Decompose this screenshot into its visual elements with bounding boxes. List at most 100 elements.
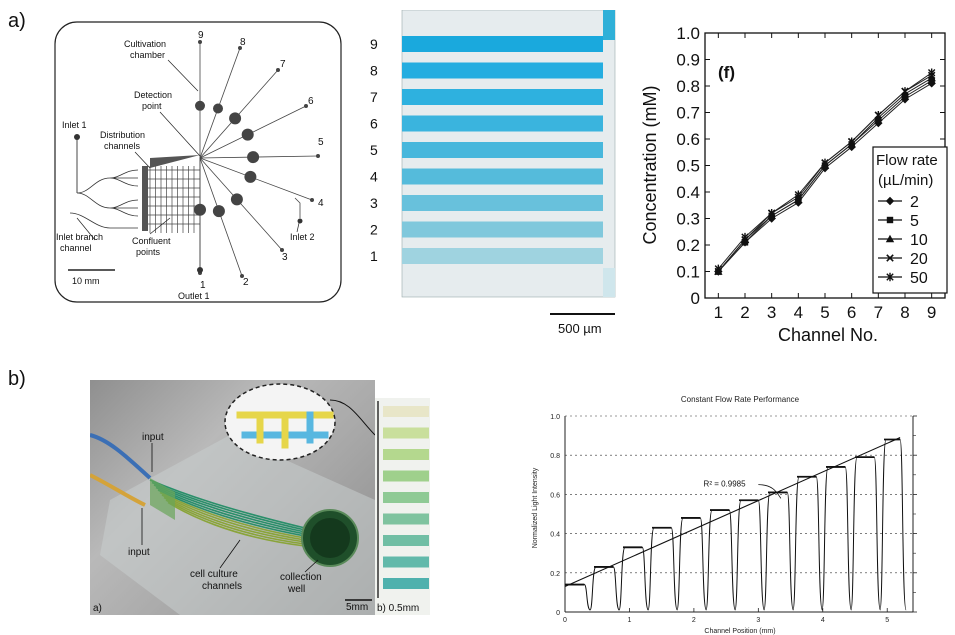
strip-band (383, 492, 429, 503)
label-confluent-1: Confluent (132, 236, 171, 246)
data-point (874, 110, 883, 120)
y-axis-label-2: Normalized Light Intensity (532, 467, 539, 548)
channel-number: 5 (370, 142, 378, 158)
x-tick-label: 1 (714, 303, 723, 322)
input-tube-blue (90, 433, 152, 480)
y-tick-label: 0.2 (550, 571, 560, 578)
data-point (714, 264, 723, 274)
outlet-1-port (197, 267, 203, 273)
label-cell-culture-1: cell culture (190, 569, 238, 580)
x-tick-label: 2 (692, 617, 696, 624)
label-outlet-1: Outlet 1 (178, 291, 210, 301)
channel-number: 2 (370, 222, 378, 238)
x-tick-label: 3 (756, 617, 760, 624)
label-sub-a: a) (93, 603, 102, 614)
channel-number: 9 (370, 36, 378, 52)
micro-channel (402, 36, 603, 52)
legend-entry: 5 (910, 213, 919, 230)
radial-channel (199, 47, 241, 159)
data-point (847, 137, 856, 146)
micro-channel (402, 115, 603, 132)
cultivation-chamber (213, 103, 223, 114)
y-tick-label: 0.6 (676, 130, 700, 149)
channel-micrograph: 9 8 7 6 5 4 3 2 1 500 µm (370, 9, 620, 340)
x-tick-label: 4 (794, 303, 803, 322)
y-tick-label: 0 (691, 289, 700, 308)
label-inlet-branch-1: Inlet branch (56, 232, 103, 242)
y-tick-label: 0.7 (676, 104, 700, 123)
micro-channel (402, 195, 603, 211)
data-point (886, 216, 894, 224)
strip-band (383, 427, 429, 439)
y-tick-label: 1.0 (676, 24, 700, 43)
strip-band (383, 449, 429, 460)
micro-channel (402, 89, 603, 105)
x-tick-label: 9 (927, 303, 936, 322)
data-point (901, 87, 909, 96)
channel-number: 8 (370, 63, 378, 79)
cultivation-chamber (195, 100, 205, 111)
strip-band (383, 406, 429, 417)
concentration-plot: (f) Concentration (mM) Channel No. 0 0.1 0… (640, 24, 948, 345)
x-tick-label: 8 (900, 303, 909, 322)
y-tick-label: 0.8 (550, 453, 560, 460)
inlet-branch-tree (76, 169, 139, 217)
chamber-port (276, 68, 280, 72)
y-tick-label: 1.0 (550, 414, 560, 421)
label-collection-1: collection (280, 572, 322, 583)
channel-number: 7 (370, 89, 378, 105)
label-distribution-2: channels (104, 141, 141, 151)
chamber-port (316, 154, 320, 158)
label-sub-b: b) 0.5mm (377, 603, 419, 614)
channel-number: 3 (370, 195, 378, 211)
x-tick-label: 6 (847, 303, 856, 322)
flow-rate-plot: Constant Flow Rate Performance Normalize… (532, 395, 917, 635)
inlet-2-port (297, 218, 303, 224)
cultivation-chamber (212, 205, 225, 218)
y-tick-label: 0.2 (676, 236, 700, 255)
strip-band (383, 535, 429, 546)
y-tick-label: 0.3 (676, 210, 700, 229)
r-squared-annotation: R² = 0.9985 (704, 480, 747, 489)
radial-channel (199, 157, 283, 251)
chamber-number: 1 (200, 280, 206, 291)
label-scale-5mm: 5mm (346, 602, 368, 613)
micro-channel (402, 62, 603, 79)
cultivation-chamber (229, 112, 242, 125)
legend-title-2: (µL/min) (878, 172, 933, 189)
y-tick-label: 0.5 (676, 157, 700, 176)
x-axis-label-2: Channel Position (mm) (704, 628, 775, 635)
micro-channel (402, 142, 603, 158)
data-point (741, 232, 749, 242)
input-tube-yellow (90, 473, 146, 507)
culture-channel (167, 501, 306, 547)
label-detection-2: point (142, 101, 162, 111)
chamber-port (238, 46, 242, 50)
label-collection-2: well (287, 584, 305, 595)
x-tick-label: 2 (740, 303, 749, 322)
label-cell-culture-2: channels (202, 581, 242, 592)
channel-number: 4 (370, 169, 378, 185)
chamber-port (310, 198, 314, 202)
radial-channel (199, 157, 243, 277)
distribution-bar (142, 166, 148, 231)
data-point (821, 158, 829, 168)
strip-band (383, 578, 429, 589)
plot-panel-tag: (f) (718, 63, 735, 82)
x-tick-label: 0 (563, 617, 567, 624)
intensity-trace (565, 439, 907, 611)
label-detection-1: Detection (134, 90, 172, 100)
strip-band (383, 513, 429, 525)
label-scale-10mm: 10 mm (72, 276, 100, 286)
micro-channel (402, 248, 603, 264)
x-tick-label: 4 (821, 617, 825, 624)
chip-schematic: 9 8 7 6 5 4 3 2 1 Cultivation chamber De… (54, 21, 342, 303)
cultivation-chamber (247, 151, 260, 164)
chamber-number: 2 (243, 277, 249, 288)
legend-entry: 2 (910, 194, 919, 211)
y-axis-label: Concentration (mM) (640, 85, 660, 244)
y-tick-label: 0 (556, 610, 560, 617)
label-cultivation-1: Cultivation (124, 39, 166, 49)
chamber-number: 4 (318, 198, 324, 209)
chamber-port (280, 248, 284, 252)
